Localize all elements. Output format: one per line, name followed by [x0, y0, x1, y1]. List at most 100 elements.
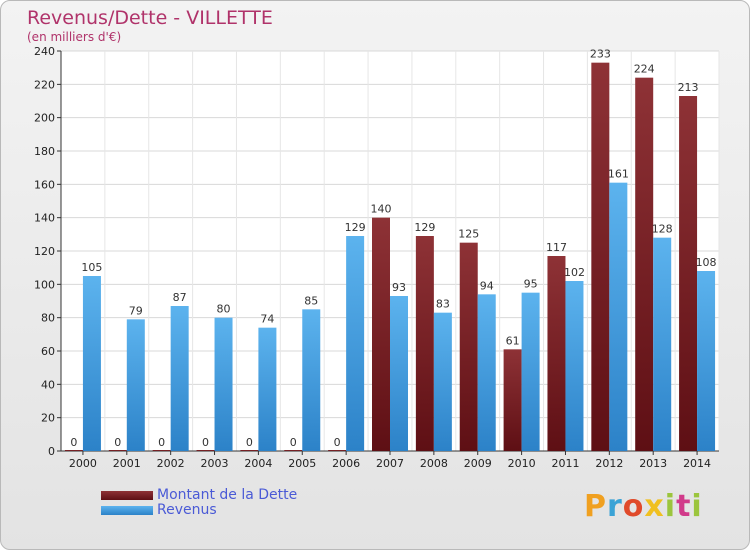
data-label-revenue: 102	[564, 266, 585, 279]
bar-revenue	[697, 271, 716, 451]
bar-debt	[108, 450, 127, 451]
x-tick-label: 2011	[551, 457, 579, 470]
x-tick-label: 2009	[464, 457, 492, 470]
bar-debt	[284, 450, 303, 451]
y-tick-label: 20	[41, 412, 55, 425]
x-tick-label: 2000	[69, 457, 97, 470]
bar-debt	[372, 217, 390, 451]
bar-debt	[503, 349, 522, 451]
chart-title: Revenus/Dette - VILLETTE	[27, 7, 273, 29]
y-tick-label: 200	[34, 112, 55, 125]
data-label-revenue: 93	[392, 281, 406, 294]
data-label-debt: 125	[458, 228, 479, 241]
logo-letter: x	[644, 489, 665, 524]
logo-letter: i	[691, 489, 703, 524]
x-tick-label: 2007	[376, 457, 404, 470]
y-tick-label: 120	[34, 245, 55, 258]
legend-swatch-revenue	[101, 506, 153, 515]
bar-debt	[459, 242, 478, 451]
data-label-revenue: 108	[696, 256, 717, 269]
bar-revenue	[390, 296, 408, 451]
bar-revenue	[565, 281, 584, 451]
x-tick-label: 2004	[244, 457, 272, 470]
x-tick-label: 2001	[113, 457, 141, 470]
data-label-debt: 0	[334, 436, 341, 449]
bar-revenue	[346, 236, 365, 451]
bar-debt	[591, 62, 610, 452]
bar-debt	[196, 450, 215, 451]
bar-revenue	[653, 237, 672, 451]
data-label-revenue: 80	[217, 303, 231, 316]
y-tick-label: 100	[34, 278, 55, 291]
bar-revenue	[126, 319, 145, 451]
y-tick-label: 220	[34, 78, 55, 91]
x-tick-label: 2005	[288, 457, 316, 470]
legend-label-debt: Montant de la Dette	[157, 487, 298, 503]
y-tick-label: 60	[41, 345, 55, 358]
data-label-revenue: 85	[304, 294, 318, 307]
bar-revenue	[609, 182, 628, 451]
bar-revenue	[82, 276, 101, 451]
bar-debt	[328, 450, 347, 451]
data-label-debt: 233	[590, 48, 611, 61]
x-tick-label: 2003	[201, 457, 229, 470]
y-tick-label: 160	[34, 178, 55, 191]
x-tick-label: 2002	[157, 457, 185, 470]
x-tick-label: 2006	[332, 457, 360, 470]
logo-letter: P	[584, 489, 607, 524]
bar-revenue	[258, 327, 277, 451]
data-label-debt: 0	[70, 436, 77, 449]
y-tick-label: 40	[41, 378, 55, 391]
proxiti-logo: Proxiti	[584, 489, 703, 524]
chart-subtitle: (en milliers d'€)	[27, 30, 122, 44]
data-label-debt: 140	[371, 203, 392, 216]
data-label-revenue: 95	[524, 278, 538, 291]
data-label-revenue: 128	[652, 223, 673, 236]
bar-revenue	[170, 306, 189, 451]
data-label-debt: 0	[202, 436, 209, 449]
data-label-debt: 117	[546, 241, 567, 254]
data-label-debt: 213	[678, 81, 699, 94]
data-label-revenue: 105	[81, 261, 102, 274]
logo-letter: r	[607, 489, 623, 524]
y-tick-label: 80	[41, 312, 55, 325]
data-label-debt: 0	[158, 436, 165, 449]
x-tick-label: 2010	[508, 457, 536, 470]
data-label-debt: 61	[506, 334, 520, 347]
bar-debt	[240, 450, 259, 451]
y-tick-label: 0	[48, 445, 55, 458]
logo-letter: i	[664, 489, 677, 524]
legend-label-revenue: Revenus	[157, 502, 217, 518]
bar-debt	[415, 236, 434, 451]
bar-revenue	[433, 312, 452, 451]
logo-letter: o	[622, 489, 645, 524]
y-tick-label: 180	[34, 145, 55, 158]
data-label-revenue: 161	[608, 168, 629, 181]
data-label-debt: 0	[290, 436, 297, 449]
x-tick-label: 2014	[683, 457, 711, 470]
data-label-debt: 0	[114, 436, 121, 449]
bar-revenue	[302, 309, 321, 451]
data-labels: 0 105 0 79 0 87 0 80 0 74 0 85 0 129 140 93 129 83 125 94 61…	[70, 48, 716, 449]
data-label-debt: 129	[414, 221, 435, 234]
data-label-revenue: 94	[480, 279, 494, 292]
x-tick-label: 2012	[595, 457, 623, 470]
y-tick-label: 140	[34, 212, 55, 225]
bar-debt	[547, 256, 566, 451]
data-label-revenue: 129	[345, 221, 366, 234]
bar-debt	[679, 96, 698, 451]
logo-letter: t	[676, 489, 692, 524]
bar-revenue	[214, 317, 233, 451]
bar-revenue	[477, 294, 496, 451]
data-label-revenue: 83	[436, 298, 450, 311]
data-label-debt: 224	[634, 63, 655, 76]
data-label-debt: 0	[246, 436, 253, 449]
data-label-revenue: 79	[129, 304, 143, 317]
y-tick-label: 240	[34, 45, 55, 58]
bars	[64, 62, 716, 452]
bar-debt	[635, 77, 654, 452]
x-tick-label: 2008	[420, 457, 448, 470]
bar-revenue	[521, 292, 540, 451]
